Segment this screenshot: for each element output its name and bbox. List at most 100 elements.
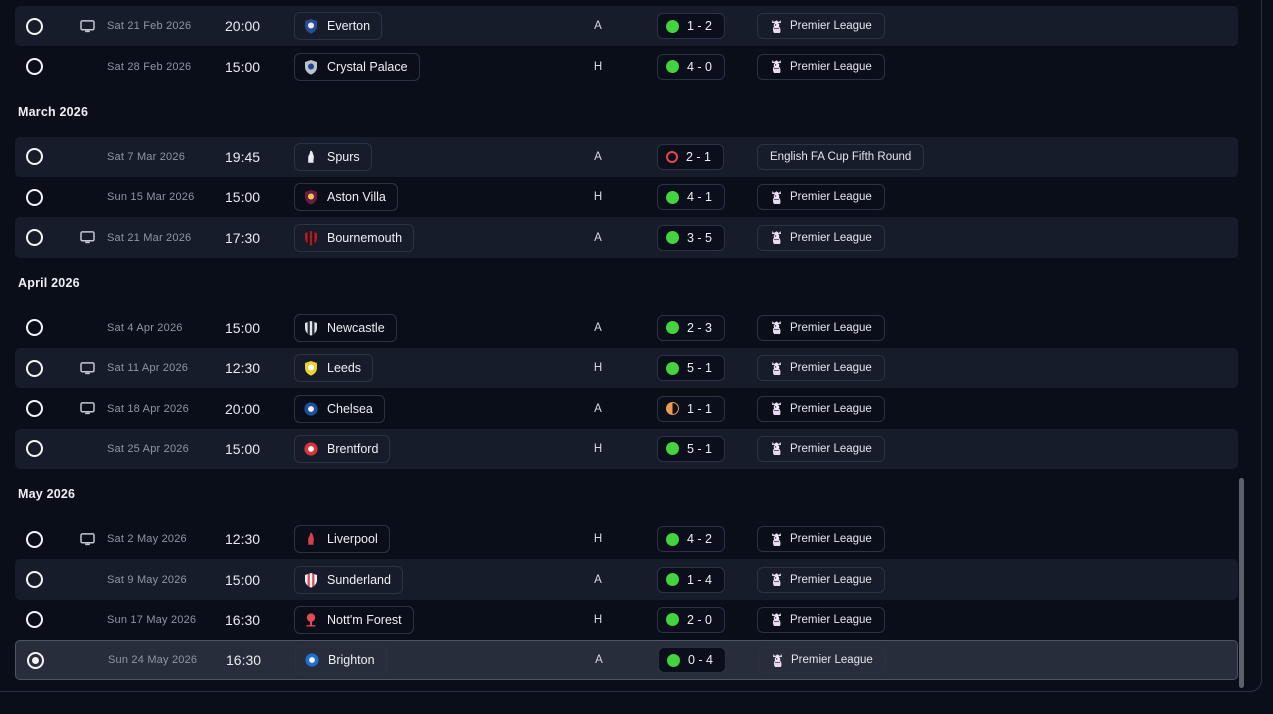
fixture-time: 16:30 <box>226 652 262 669</box>
result-pill[interactable]: 2 - 0 <box>657 606 726 633</box>
fixture-select-radio-icon[interactable] <box>27 651 44 669</box>
fixture-select-radio-icon[interactable] <box>26 611 43 629</box>
fixture-select-radio-icon[interactable] <box>26 440 43 458</box>
fixture-select-radio-icon[interactable] <box>26 571 43 589</box>
fixture-select-radio-icon[interactable] <box>26 17 43 35</box>
fixture-select-radio-icon[interactable] <box>26 58 43 76</box>
fixture-row[interactable]: Sat 11 Apr 2026 12:30 Leeds H 5 - 1 Premier L… <box>15 348 1238 389</box>
tv-icon <box>80 348 96 388</box>
score-text: 4 - 1 <box>687 190 713 205</box>
fixture-row[interactable]: Sat 25 Apr 2026 15:00 Brentford H 5 - 1 Premi… <box>15 428 1238 470</box>
opponent-pill[interactable]: Brighton <box>295 646 387 675</box>
opponent-name: Leeds <box>327 361 362 376</box>
competition-pill[interactable]: English FA Cup Fifth Round <box>757 143 925 170</box>
fixture-time: 12:30 <box>225 360 261 377</box>
competition-pill[interactable]: Premier League <box>757 526 885 553</box>
venue-indicator: A <box>594 402 602 415</box>
venue-indicator: H <box>593 362 603 375</box>
venue-indicator: H <box>593 442 603 455</box>
club-badge-icon <box>303 441 319 457</box>
fixture-row[interactable]: Sat 4 Apr 2026 15:00 Newcastle A 2 - 3 Premie… <box>15 308 1238 348</box>
opponent-pill[interactable]: Sunderland <box>294 565 403 594</box>
opponent-pill[interactable]: Aston Villa <box>294 183 398 212</box>
result-pill[interactable]: 5 - 1 <box>657 355 726 382</box>
competition-pill[interactable]: Premier League <box>758 647 886 674</box>
result-pill[interactable]: 4 - 1 <box>657 184 726 211</box>
premier-league-icon <box>771 653 784 668</box>
competition-pill[interactable]: Premier League <box>757 435 885 462</box>
fixture-row[interactable]: Sat 2 May 2026 12:30 Liverpool H 4 - 2 Premie… <box>15 519 1238 559</box>
competition-pill[interactable]: Premier League <box>757 355 885 382</box>
fixture-time: 20:00 <box>225 18 261 35</box>
result-pill[interactable]: 5 - 1 <box>657 435 726 462</box>
competition-pill[interactable]: Premier League <box>757 53 885 80</box>
competition-pill[interactable]: Premier League <box>757 566 885 593</box>
fixture-time: 15:00 <box>225 58 261 75</box>
opponent-pill[interactable]: Spurs <box>294 142 372 171</box>
fixture-row[interactable]: Sat 9 May 2026 15:00 Sunderland A 1 - 4 Premi… <box>15 559 1238 600</box>
opponent-pill[interactable]: Liverpool <box>294 525 390 554</box>
fixture-date: Sat 21 Mar 2026 <box>107 231 192 244</box>
opponent-pill[interactable]: Leeds <box>294 354 374 383</box>
score-text: 2 - 0 <box>687 612 713 627</box>
result-pill[interactable]: 0 - 4 <box>658 647 727 674</box>
result-pill[interactable]: 1 - 1 <box>657 395 726 422</box>
competition-pill[interactable]: Premier League <box>757 314 885 341</box>
fixture-row[interactable]: Sun 17 May 2026 16:30 Nott'm Forest H 2 - 0 P… <box>15 600 1238 640</box>
fixture-select-radio-icon[interactable] <box>26 400 43 418</box>
competition-pill[interactable]: Premier League <box>757 13 885 40</box>
result-win-icon <box>666 361 679 375</box>
fixture-select-radio-icon[interactable] <box>26 148 43 166</box>
fixture-select-radio-icon[interactable] <box>26 229 43 247</box>
premier-league-icon <box>770 19 783 34</box>
fixture-time: 19:45 <box>225 148 261 165</box>
result-win-icon <box>666 19 679 33</box>
opponent-pill[interactable]: Crystal Palace <box>294 52 420 81</box>
competition-name: Premier League <box>790 60 872 73</box>
fixture-row[interactable]: Sat 21 Mar 2026 17:30 Bournemouth A 3 - 5 Pre… <box>15 217 1238 258</box>
competition-pill[interactable]: Premier League <box>757 224 885 251</box>
opponent-name: Liverpool <box>327 532 378 547</box>
venue-indicator: A <box>595 654 603 667</box>
opponent-name: Newcastle <box>327 320 385 335</box>
fixture-select-radio-icon[interactable] <box>26 319 43 337</box>
fixture-row[interactable]: Sat 28 Feb 2026 15:00 Crystal Palace H 4 - 0… <box>15 46 1238 86</box>
premier-league-icon <box>770 59 783 74</box>
scrollbar-thumb[interactable] <box>1239 478 1244 688</box>
fixture-row[interactable]: Sat 21 Feb 2026 20:00 Everton A 1 - 2 Premier… <box>15 6 1238 47</box>
venue-indicator: A <box>594 573 602 586</box>
fixture-select-radio-icon[interactable] <box>26 359 43 377</box>
opponent-pill[interactable]: Brentford <box>294 434 391 463</box>
score-text: 1 - 2 <box>687 19 713 34</box>
club-badge-icon <box>303 230 319 246</box>
fixture-date: Sat 11 Apr 2026 <box>107 362 189 375</box>
fixture-row[interactable]: Sat 18 Apr 2026 20:00 Chelsea A 1 - 1 Premier… <box>15 388 1238 428</box>
opponent-pill[interactable]: Newcastle <box>294 313 397 342</box>
competition-pill[interactable]: Premier League <box>757 606 885 633</box>
competition-pill[interactable]: Premier League <box>757 395 885 422</box>
fixture-time: 15:00 <box>225 571 261 588</box>
result-pill[interactable]: 2 - 3 <box>657 314 726 341</box>
fixture-time: 16:30 <box>225 611 261 628</box>
club-badge-icon <box>303 360 319 376</box>
result-pill[interactable]: 1 - 4 <box>657 566 726 593</box>
result-pill[interactable]: 3 - 5 <box>657 224 726 251</box>
opponent-pill[interactable]: Nott'm Forest <box>294 605 414 634</box>
opponent-pill[interactable]: Bournemouth <box>294 223 415 252</box>
result-pill[interactable]: 1 - 2 <box>657 13 726 40</box>
fixture-date: Sun 15 Mar 2026 <box>107 191 195 204</box>
fixture-select-radio-icon[interactable] <box>26 530 43 548</box>
result-pill[interactable]: 2 - 1 <box>657 143 725 170</box>
opponent-pill[interactable]: Chelsea <box>294 394 385 423</box>
fixture-row[interactable]: Sun 24 May 2026 16:30 Brighton A 0 - 4 Premie… <box>15 640 1238 681</box>
fixture-select-radio-icon[interactable] <box>26 188 43 206</box>
fixture-row[interactable]: Sat 7 Mar 2026 19:45 Spurs A 2 - 1 English FA… <box>15 136 1238 178</box>
result-pill[interactable]: 4 - 2 <box>657 526 726 553</box>
fixture-row[interactable]: Sun 15 Mar 2026 15:00 Aston Villa H 4 - 1 Pre… <box>15 177 1238 217</box>
competition-pill[interactable]: Premier League <box>757 184 885 211</box>
club-badge-icon <box>303 401 319 417</box>
opponent-pill[interactable]: Everton <box>294 12 383 41</box>
result-pill[interactable]: 4 - 0 <box>657 53 726 80</box>
fixture-time: 15:00 <box>225 440 261 457</box>
venue-indicator: A <box>594 20 602 33</box>
